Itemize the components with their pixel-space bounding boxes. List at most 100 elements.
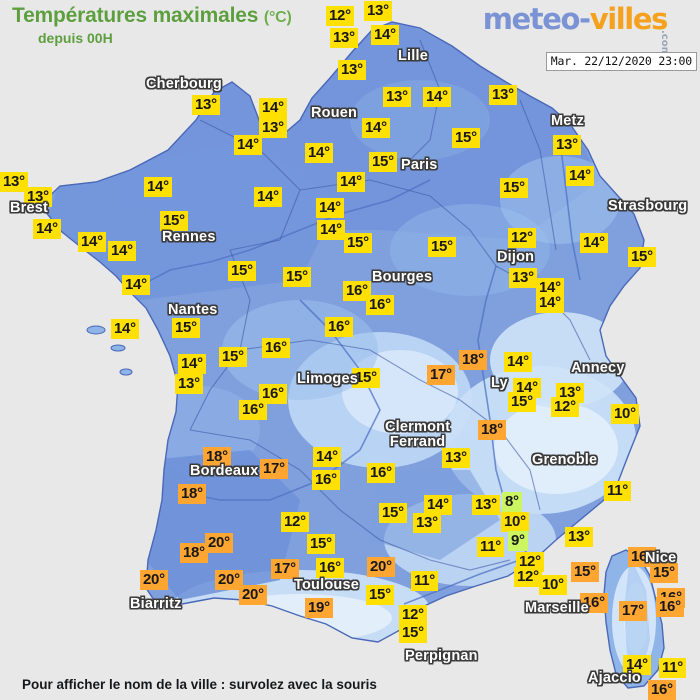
temperature-chip[interactable]: 13° bbox=[509, 268, 537, 288]
temperature-chip[interactable]: 15° bbox=[428, 237, 456, 257]
temperature-chip[interactable]: 16° bbox=[366, 295, 394, 315]
temperature-chip[interactable]: 18° bbox=[203, 447, 231, 467]
temperature-chip[interactable]: 17° bbox=[619, 601, 647, 621]
temperature-chip[interactable]: 15° bbox=[366, 585, 394, 605]
temperature-chip[interactable]: 13° bbox=[192, 95, 220, 115]
temperature-chip[interactable]: 8° bbox=[502, 492, 522, 512]
temperature-chip[interactable]: 13° bbox=[0, 172, 28, 192]
temperature-chip[interactable]: 14° bbox=[108, 241, 136, 261]
temperature-chip[interactable]: 16° bbox=[259, 384, 287, 404]
temperature-chip[interactable]: 13° bbox=[565, 527, 593, 547]
temperature-chip[interactable]: 14° bbox=[122, 275, 150, 295]
temperature-chip[interactable]: 15° bbox=[172, 318, 200, 338]
temperature-chip[interactable]: 11° bbox=[659, 658, 686, 678]
temperature-chip[interactable]: 17° bbox=[260, 459, 288, 479]
temperature-chip[interactable]: 16° bbox=[648, 680, 676, 700]
temperature-chip[interactable]: 15° bbox=[219, 347, 247, 367]
temperature-chip[interactable]: 13° bbox=[553, 135, 581, 155]
temperature-chip[interactable]: 17° bbox=[271, 559, 299, 579]
temperature-chip[interactable]: 14° bbox=[424, 495, 452, 515]
temperature-chip[interactable]: 10° bbox=[501, 512, 529, 532]
temperature-chip[interactable]: 15° bbox=[369, 152, 397, 172]
temperature-chip[interactable]: 14° bbox=[144, 177, 172, 197]
temperature-chip[interactable]: 14° bbox=[259, 98, 287, 118]
temperature-chip[interactable]: 14° bbox=[504, 352, 532, 372]
temperature-chip[interactable]: 12° bbox=[281, 512, 309, 532]
temperature-chip[interactable]: 19° bbox=[305, 598, 333, 618]
temperature-chip[interactable]: 14° bbox=[623, 655, 651, 675]
temperature-chip[interactable]: 16° bbox=[262, 338, 290, 358]
temperature-chip[interactable]: 14° bbox=[536, 293, 564, 313]
temperature-chip[interactable]: 13° bbox=[442, 448, 470, 468]
temperature-chip[interactable]: 15° bbox=[344, 233, 372, 253]
temperature-chip[interactable]: 16° bbox=[239, 400, 267, 420]
temperature-chip[interactable]: 14° bbox=[313, 447, 341, 467]
temperature-chip[interactable]: 12° bbox=[551, 397, 579, 417]
temperature-chip[interactable]: 13° bbox=[338, 60, 366, 80]
temperature-chip[interactable]: 18° bbox=[178, 484, 206, 504]
temperature-chip[interactable]: 10° bbox=[611, 404, 639, 424]
temperature-chip[interactable]: 13° bbox=[364, 1, 392, 21]
temperature-chip[interactable]: 20° bbox=[140, 570, 168, 590]
temperature-chip[interactable]: 15° bbox=[508, 392, 536, 412]
temperature-chip[interactable]: 15° bbox=[500, 178, 528, 198]
temperature-chip[interactable]: 14° bbox=[317, 220, 345, 240]
temperature-chip[interactable]: 11° bbox=[604, 481, 631, 501]
temperature-chip[interactable]: 14° bbox=[78, 232, 106, 252]
temperature-chip[interactable]: 15° bbox=[352, 368, 380, 388]
temperature-chip[interactable]: 16° bbox=[628, 547, 656, 567]
temperature-chip[interactable]: 20° bbox=[205, 533, 233, 553]
temperature-chip[interactable]: 13° bbox=[383, 87, 411, 107]
temperature-chip[interactable]: 13° bbox=[259, 118, 287, 138]
temperature-chip[interactable]: 18° bbox=[180, 543, 208, 563]
temperature-chip[interactable]: 11° bbox=[411, 571, 438, 591]
temperature-chip[interactable]: 14° bbox=[178, 354, 206, 374]
temperature-chip[interactable]: 15° bbox=[283, 267, 311, 287]
temperature-chip[interactable]: 15° bbox=[628, 247, 656, 267]
temperature-chip[interactable]: 13° bbox=[472, 495, 500, 515]
temperature-chip[interactable]: 16° bbox=[316, 558, 344, 578]
temperature-chip[interactable]: 15° bbox=[452, 128, 480, 148]
temperature-chip[interactable]: 12° bbox=[326, 6, 354, 26]
temperature-chip[interactable]: 15° bbox=[307, 534, 335, 554]
temperature-chip[interactable]: 14° bbox=[33, 219, 61, 239]
temperature-chip[interactable]: 13° bbox=[24, 187, 52, 207]
temperature-chip[interactable]: 14° bbox=[305, 143, 333, 163]
temperature-chip[interactable]: 13° bbox=[175, 374, 203, 394]
temperature-chip[interactable]: 16° bbox=[343, 281, 371, 301]
temperature-chip[interactable]: 20° bbox=[215, 570, 243, 590]
temperature-chip[interactable]: 14° bbox=[234, 135, 262, 155]
temperature-chip[interactable]: 16° bbox=[325, 317, 353, 337]
temperature-chip[interactable]: 15° bbox=[650, 563, 678, 583]
temperature-chip[interactable]: 14° bbox=[566, 166, 594, 186]
temperature-chip[interactable]: 14° bbox=[254, 187, 282, 207]
temperature-chip[interactable]: 15° bbox=[379, 503, 407, 523]
temperature-chip[interactable]: 13° bbox=[330, 28, 358, 48]
temperature-chip[interactable]: 16° bbox=[656, 597, 684, 617]
temperature-chip[interactable]: 20° bbox=[239, 585, 267, 605]
temperature-chip[interactable]: 14° bbox=[111, 319, 139, 339]
temperature-chip[interactable]: 20° bbox=[367, 557, 395, 577]
temperature-chip[interactable]: 15° bbox=[571, 562, 599, 582]
temperature-chip[interactable]: 14° bbox=[423, 87, 451, 107]
temperature-chip[interactable]: 9° bbox=[508, 531, 528, 551]
temperature-chip[interactable]: 13° bbox=[413, 513, 441, 533]
temperature-chip[interactable]: 15° bbox=[228, 261, 256, 281]
temperature-chip[interactable]: 13° bbox=[489, 85, 517, 105]
temperature-chip[interactable]: 15° bbox=[160, 211, 188, 231]
temperature-chip[interactable]: 17° bbox=[427, 365, 455, 385]
temperature-chip[interactable]: 14° bbox=[362, 118, 390, 138]
temperature-chip[interactable]: 12° bbox=[514, 567, 542, 587]
temperature-chip[interactable]: 10° bbox=[539, 575, 567, 595]
temperature-chip[interactable]: 14° bbox=[337, 172, 365, 192]
temperature-chip[interactable]: 12° bbox=[399, 605, 427, 625]
temperature-chip[interactable]: 11° bbox=[477, 537, 504, 557]
temperature-chip[interactable]: 16° bbox=[367, 463, 395, 483]
temperature-chip[interactable]: 16° bbox=[312, 470, 340, 490]
temperature-chip[interactable]: 12° bbox=[508, 228, 536, 248]
temperature-chip[interactable]: 14° bbox=[371, 25, 399, 45]
temperature-chip[interactable]: 16° bbox=[580, 593, 608, 613]
temperature-chip[interactable]: 14° bbox=[316, 198, 344, 218]
temperature-chip[interactable]: 18° bbox=[459, 350, 487, 370]
temperature-chip[interactable]: 14° bbox=[580, 233, 608, 253]
